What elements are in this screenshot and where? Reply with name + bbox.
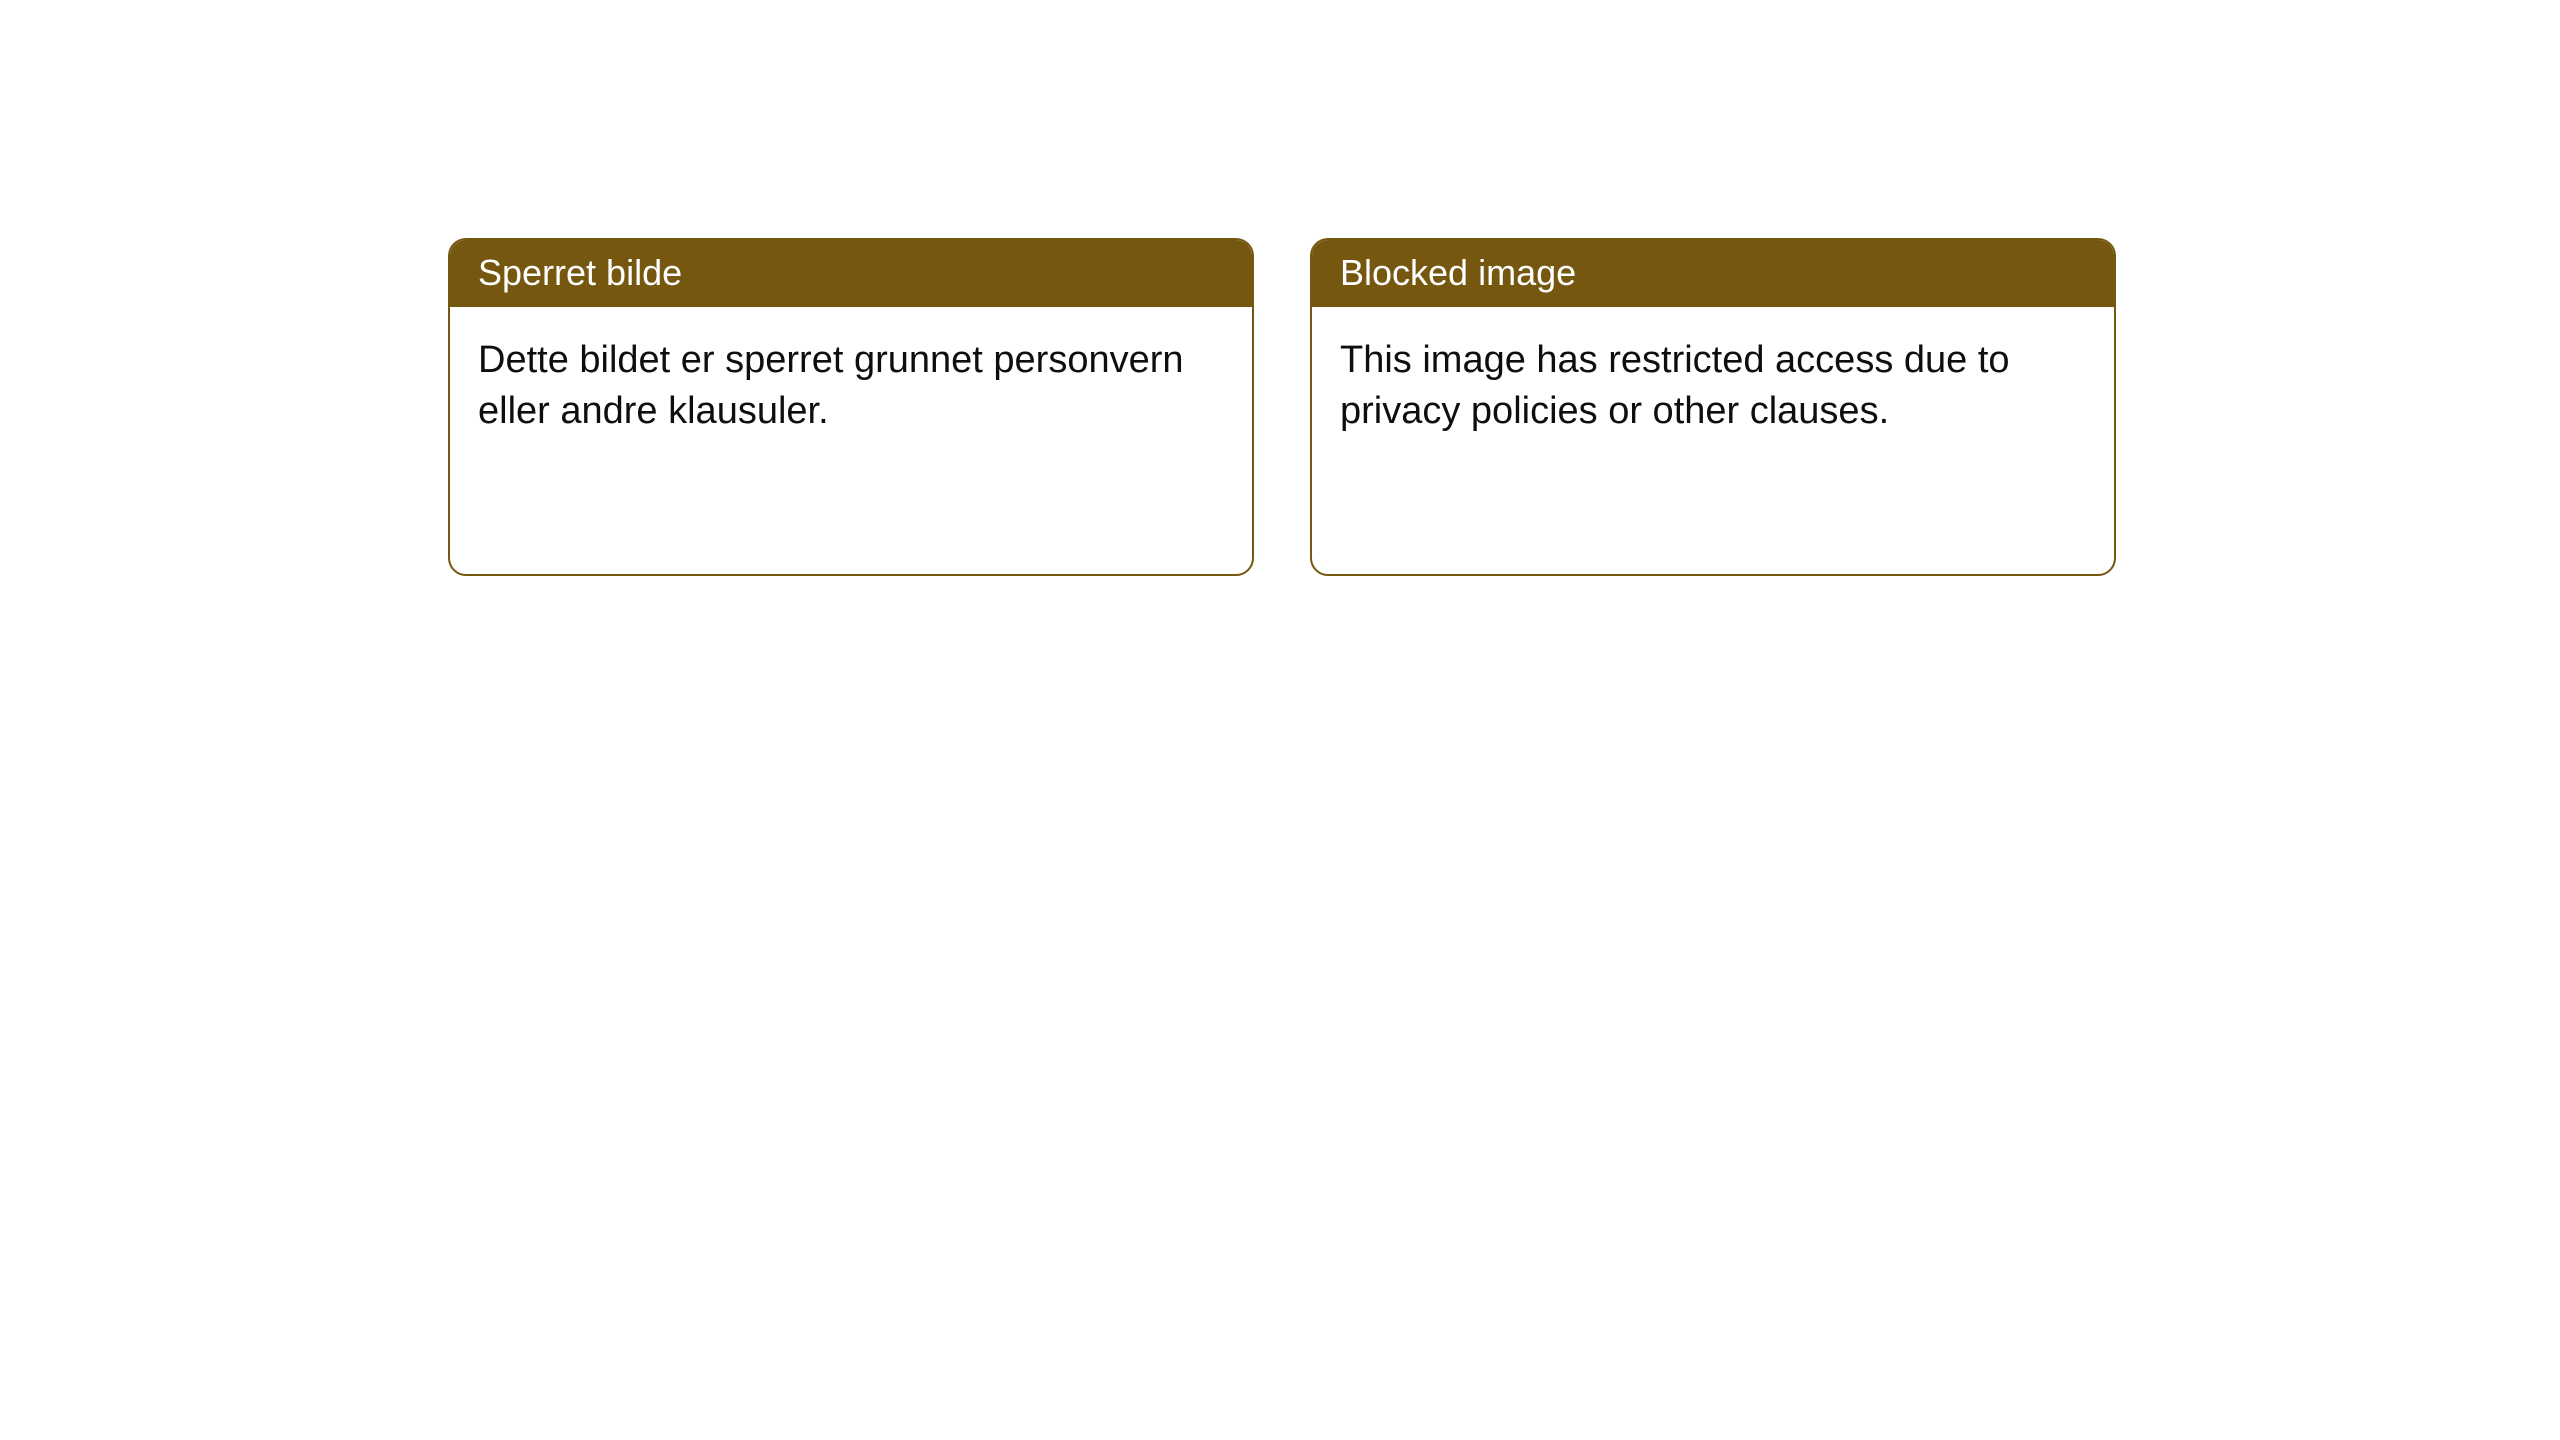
notice-header-norwegian: Sperret bilde [450, 240, 1252, 307]
notice-text: Dette bildet er sperret grunnet personve… [478, 339, 1184, 432]
notice-title: Sperret bilde [478, 252, 682, 293]
notice-box-english: Blocked image This image has restricted … [1310, 238, 2116, 576]
notice-box-norwegian: Sperret bilde Dette bildet er sperret gr… [448, 238, 1254, 576]
notice-body-english: This image has restricted access due to … [1312, 307, 2114, 466]
notice-text: This image has restricted access due to … [1340, 339, 2010, 432]
notice-title: Blocked image [1340, 252, 1576, 293]
notice-body-norwegian: Dette bildet er sperret grunnet personve… [450, 307, 1252, 466]
notice-container: Sperret bilde Dette bildet er sperret gr… [448, 238, 2116, 576]
notice-header-english: Blocked image [1312, 240, 2114, 307]
